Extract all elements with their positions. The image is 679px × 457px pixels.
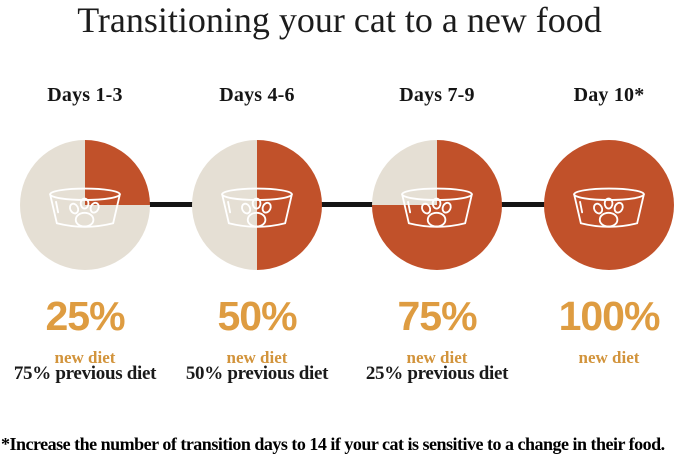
- new-diet-percent: 75%: [397, 293, 477, 339]
- footnote: *Increase the number of transition days …: [1, 434, 665, 454]
- diet-ratio-pie: [544, 140, 674, 270]
- page-title: Transitioning your cat to a new food: [77, 0, 602, 40]
- stage-day-label: Days 1-3: [47, 84, 123, 106]
- new-diet-label: new diet: [578, 348, 640, 367]
- pet-food-bowl-icon: [573, 187, 645, 228]
- stage-day-label: Days 7-9: [399, 84, 475, 106]
- timeline-connector-line: [85, 202, 609, 207]
- previous-diet-label: 50% previous diet: [185, 363, 329, 384]
- diet-ratio-pie: [192, 140, 322, 270]
- stage-day-label: Days 4-6: [219, 84, 295, 106]
- pet-food-bowl-icon: [49, 187, 121, 228]
- stage-column-days-4-6: Days 4-6 50% new diet 50% previous diet: [172, 0, 342, 457]
- new-diet-percent: 50%: [217, 293, 297, 339]
- stage-column-days-7-9: Days 7-9 75% new diet 25% previous diet: [352, 0, 522, 457]
- diet-ratio-pie: [20, 140, 150, 270]
- pet-food-bowl-icon: [401, 187, 473, 228]
- pet-food-bowl-icon: [221, 187, 293, 228]
- new-diet-percent: 100%: [558, 293, 661, 339]
- paw-print-icon: [241, 197, 272, 228]
- previous-diet-label: 75% previous diet: [13, 363, 157, 384]
- new-diet-label: new diet: [406, 348, 468, 367]
- previous-diet-label: 25% previous diet: [365, 363, 509, 384]
- stage-day-label: Day 10*: [573, 84, 645, 106]
- stage-column-day-10: Day 10* 100% new diet: [524, 0, 679, 457]
- paw-print-icon: [593, 197, 624, 228]
- new-diet-label: new diet: [54, 348, 116, 367]
- paw-print-icon: [69, 197, 100, 228]
- new-diet-percent: 25%: [45, 293, 125, 339]
- new-diet-label: new diet: [226, 348, 288, 367]
- diet-ratio-pie: [372, 140, 502, 270]
- stage-column-days-1-3: Days 1-3 25% new diet 75% previous diet: [0, 0, 170, 457]
- paw-print-icon: [421, 197, 452, 228]
